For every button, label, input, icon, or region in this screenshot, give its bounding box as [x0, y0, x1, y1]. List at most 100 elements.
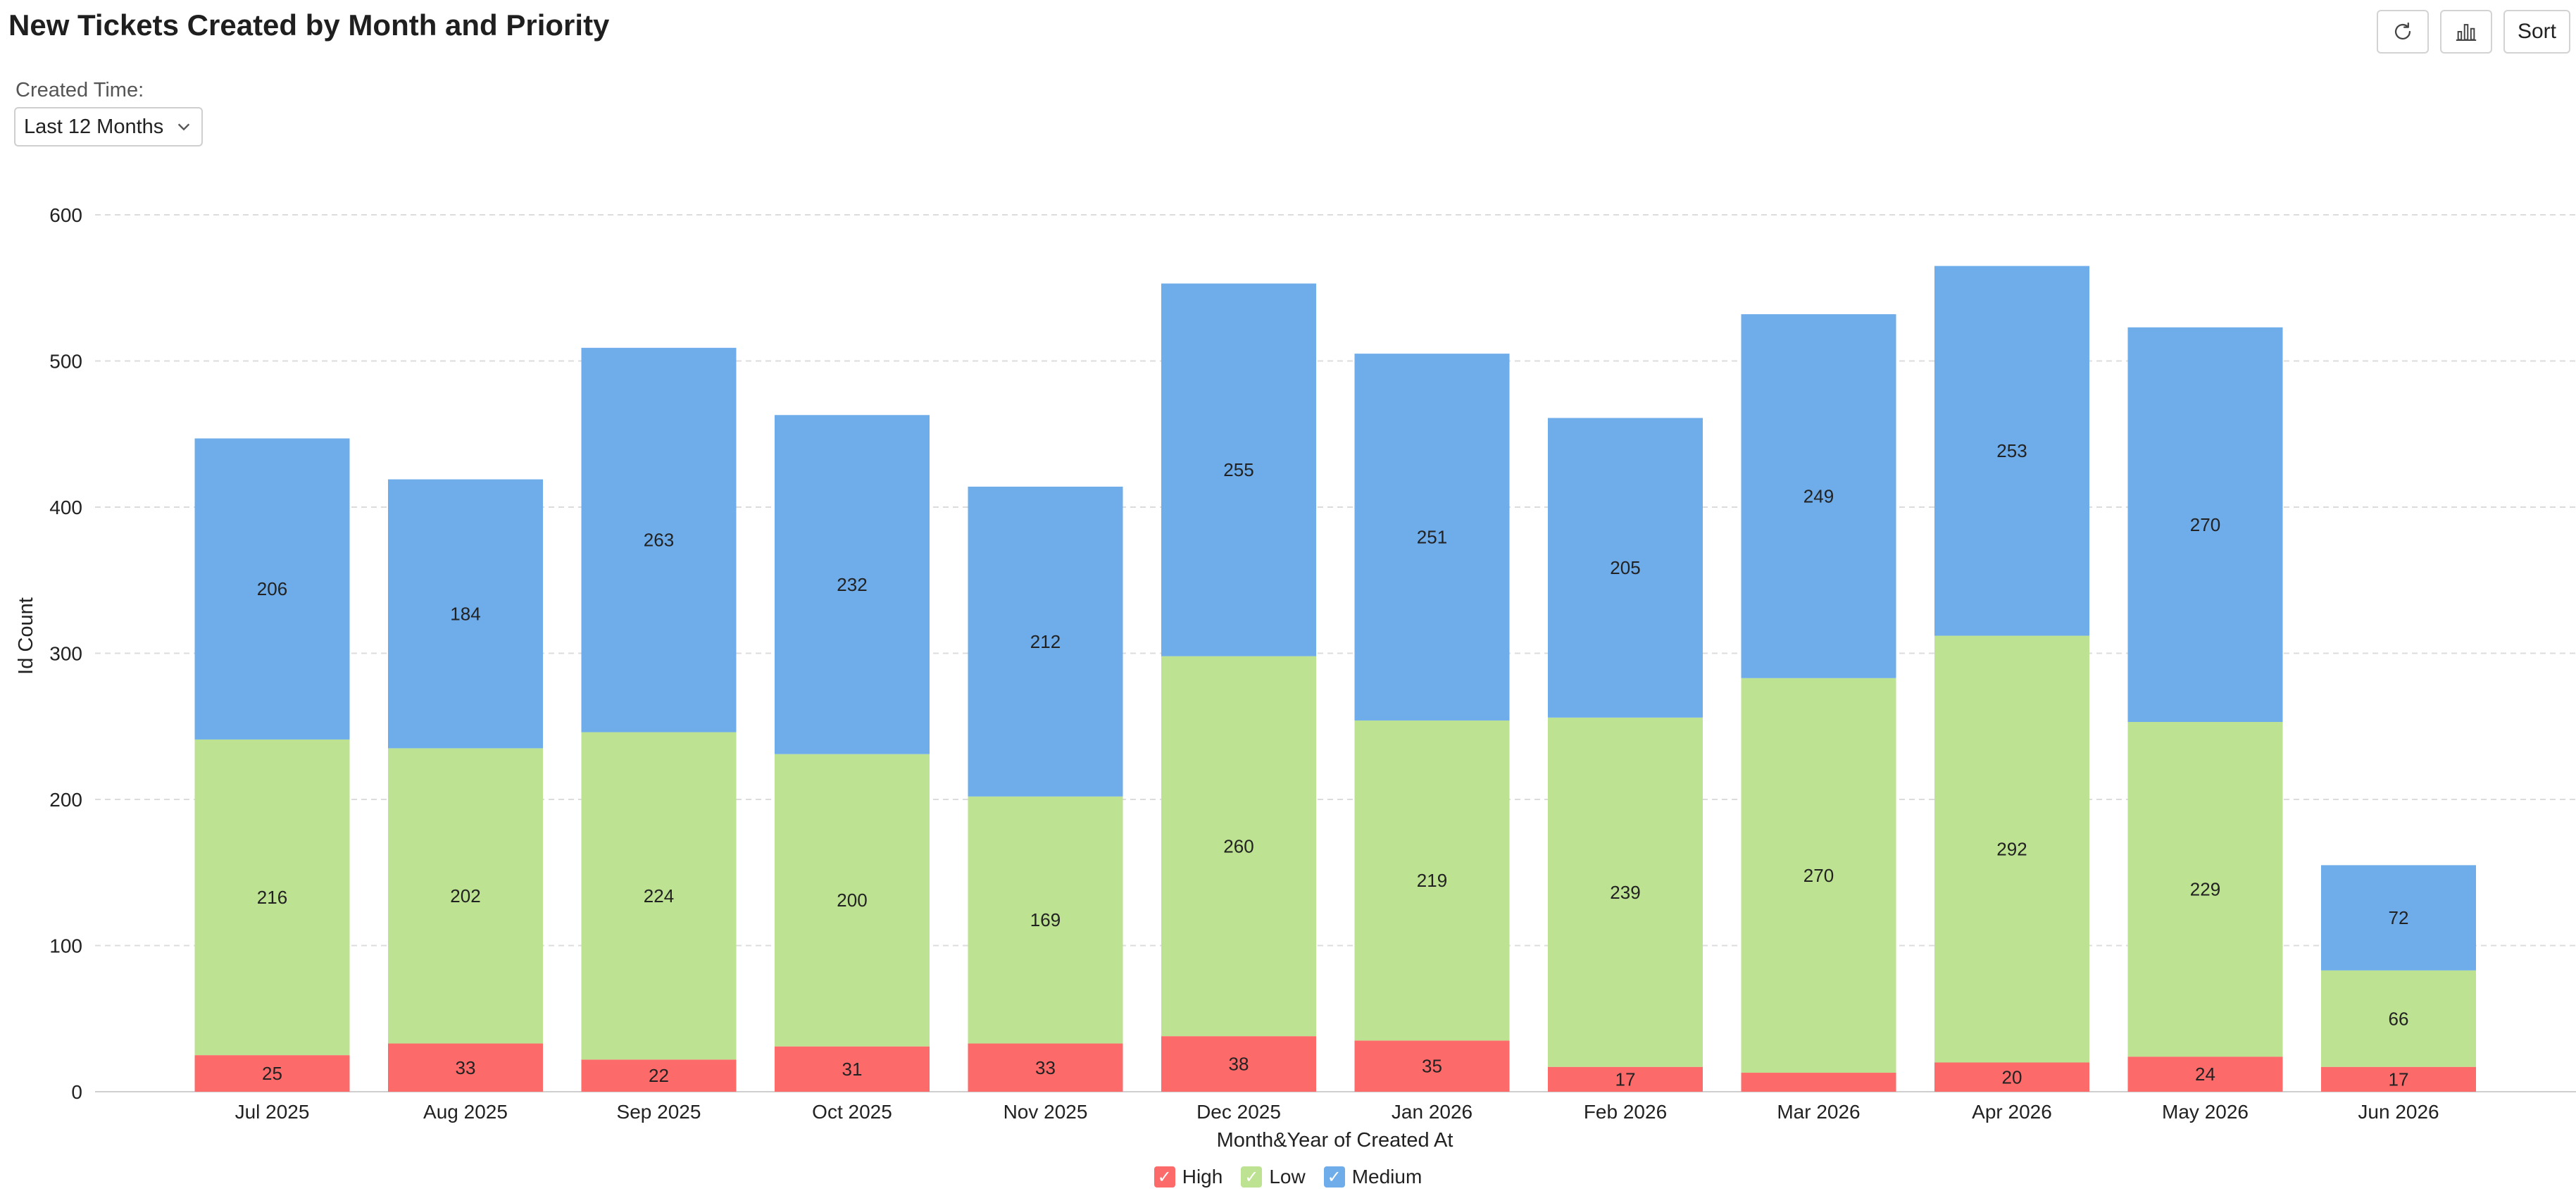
data-label: 255 [1223, 459, 1253, 480]
x-axis-title: Month&Year of Created At [1217, 1129, 1453, 1152]
y-tick-label: 100 [49, 935, 82, 957]
chart-legend: ✓ High ✓ Low ✓ Medium [0, 1166, 2576, 1188]
created-time-dropdown[interactable]: Last 12 Months [14, 107, 204, 147]
data-label: 270 [1803, 865, 1834, 886]
legend-label: Low [1269, 1166, 1306, 1188]
bar-high [1934, 1062, 2089, 1092]
y-tick-label: 500 [49, 351, 82, 373]
data-label: 17 [2389, 1068, 2409, 1090]
bar-high [581, 1059, 737, 1092]
bar-medium [194, 438, 350, 740]
data-label: 253 [1996, 440, 2027, 461]
legend-item-high[interactable]: ✓ High [1153, 1166, 1223, 1188]
bar-high [1741, 1073, 1896, 1092]
data-label: 219 [1417, 870, 1447, 891]
chevron-down-icon [178, 123, 190, 131]
bar-high [2321, 1066, 2476, 1092]
bar-high [194, 1055, 350, 1092]
bar-medium [2321, 865, 2476, 971]
x-tick-label: Apr 2026 [1972, 1101, 2052, 1123]
bar-low [581, 732, 737, 1060]
bar-medium [775, 415, 930, 754]
x-tick-label: Jun 2026 [2358, 1101, 2439, 1123]
legend-label: High [1182, 1166, 1223, 1188]
bar-low [2321, 970, 2476, 1067]
data-label: 260 [1223, 835, 1253, 856]
data-label: 169 [1030, 909, 1061, 930]
x-tick-label: Mar 2026 [1777, 1101, 1860, 1123]
checkbox-icon[interactable]: ✓ [1323, 1166, 1345, 1188]
chart-title: New Tickets Created by Month and Priorit… [8, 8, 610, 42]
data-label: 270 [2190, 514, 2220, 535]
chart-toolbar: Sort [2376, 10, 2570, 54]
data-label: 216 [257, 887, 287, 908]
data-label: 205 [1610, 557, 1640, 578]
data-label: 206 [257, 578, 287, 599]
legend-label: Medium [1351, 1166, 1423, 1188]
data-label: 224 [644, 885, 674, 906]
data-label: 251 [1417, 527, 1447, 548]
data-label: 263 [644, 530, 674, 551]
y-tick-label: 300 [49, 643, 82, 665]
data-label: 31 [842, 1059, 863, 1080]
x-tick-label: Feb 2026 [1584, 1101, 1667, 1123]
data-label: 72 [2389, 907, 2409, 928]
y-tick-label: 600 [49, 204, 82, 226]
bar-high [2127, 1056, 2283, 1092]
bar-medium [581, 347, 737, 733]
y-tick-label: 400 [49, 497, 82, 518]
bar-low [1161, 656, 1316, 1037]
y-tick-label: 200 [49, 789, 82, 811]
data-label: 22 [649, 1065, 669, 1086]
data-label: 232 [837, 574, 867, 595]
data-label: 38 [1229, 1054, 1249, 1075]
legend-item-medium[interactable]: ✓ Medium [1323, 1166, 1423, 1188]
bar-high [1548, 1066, 1703, 1092]
data-label: 292 [1996, 839, 2027, 860]
data-label: 24 [2195, 1064, 2215, 1085]
checkbox-icon[interactable]: ✓ [1153, 1166, 1175, 1188]
data-label: 229 [2190, 879, 2220, 900]
data-label: 212 [1030, 631, 1061, 652]
bar-low [1354, 720, 1510, 1041]
bar-low [775, 754, 930, 1047]
y-axis-title: Id Count [15, 597, 37, 675]
chart-type-button[interactable] [2439, 10, 2492, 54]
bar-medium [1934, 266, 2089, 636]
bar-low [1741, 678, 1896, 1073]
bar-medium [1741, 314, 1896, 678]
data-label: 33 [456, 1057, 476, 1078]
x-tick-label: May 2026 [2162, 1101, 2249, 1123]
x-tick-label: Aug 2025 [423, 1101, 508, 1123]
bar-low [968, 796, 1123, 1044]
bar-medium [1354, 354, 1510, 721]
bar-chart-icon [2456, 24, 2477, 42]
x-tick-label: Oct 2025 [812, 1101, 892, 1123]
bar-medium [968, 486, 1123, 797]
bar-medium [1161, 283, 1316, 656]
data-label: 25 [262, 1063, 282, 1084]
x-tick-label: Dec 2025 [1196, 1101, 1281, 1123]
refresh-button[interactable] [2376, 10, 2429, 54]
bar-medium [1548, 418, 1703, 718]
x-tick-label: Sep 2025 [617, 1101, 701, 1123]
data-label: 202 [450, 885, 480, 906]
created-time-value: Last 12 Months [24, 115, 164, 138]
legend-item-low[interactable]: ✓ Low [1241, 1166, 1306, 1188]
data-label: 20 [2002, 1066, 2022, 1087]
bar-high [1161, 1036, 1316, 1092]
data-label: 33 [1035, 1057, 1056, 1078]
bar-low [1934, 635, 2089, 1063]
data-label: 249 [1803, 485, 1834, 506]
x-tick-label: Jul 2025 [235, 1101, 310, 1123]
bar-high [775, 1046, 930, 1092]
checkbox-icon[interactable]: ✓ [1241, 1166, 1263, 1188]
sort-button[interactable]: Sort [2503, 10, 2570, 54]
data-label: 184 [450, 603, 480, 624]
data-label: 17 [1615, 1068, 1636, 1090]
data-label: 200 [837, 890, 867, 911]
x-tick-label: Jan 2026 [1392, 1101, 1473, 1123]
bar-medium [2127, 327, 2283, 723]
data-label: 239 [1610, 882, 1640, 903]
x-tick-label: Nov 2025 [1003, 1101, 1088, 1123]
